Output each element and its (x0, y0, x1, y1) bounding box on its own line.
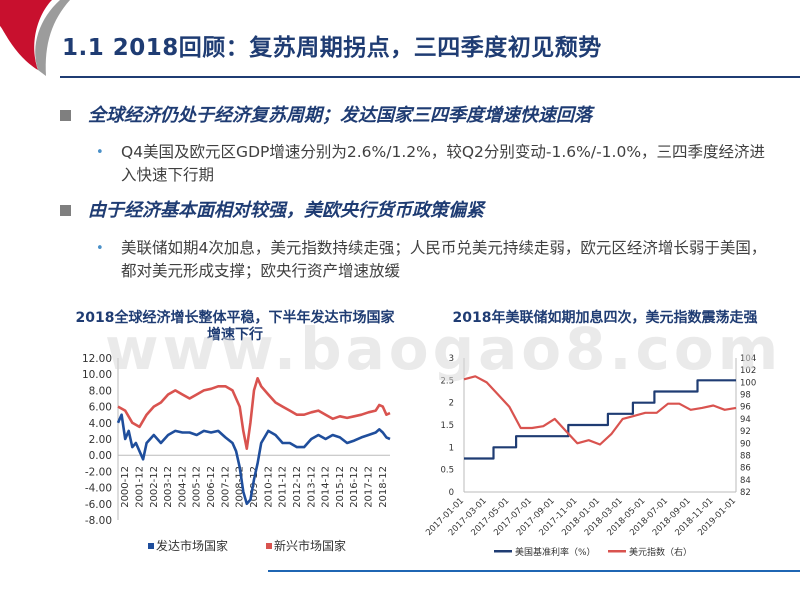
chart2-right-tick-label: 92 (740, 427, 751, 437)
chart2-left-tick-label: 0 (449, 488, 454, 498)
chart1-xtick-label: 2018-12 (378, 466, 389, 508)
chart2-right-tick-label: 100 (740, 378, 756, 388)
chart1-series-1 (116, 413, 391, 506)
chart2-right-tick-label: 94 (740, 415, 751, 425)
chart1-xtick-label: 2011-12 (278, 466, 289, 508)
chart1-xtick-label: 2007-12 (220, 466, 231, 508)
chart2-fed-rate-usd-index: 3 2.5 2 1.5 1 0.5 0 104 102 100 98 96 94 92 90 88 86 84 82… (424, 354, 756, 538)
chart1-xtick-label: 2015-12 (335, 466, 346, 508)
chart1-ytick-label: -6.00 (85, 499, 112, 511)
chart2-right-tick-label: 86 (740, 464, 751, 474)
sub-bullet-dot-2: • (96, 241, 104, 256)
chart2-series-2 (463, 375, 737, 446)
chart2-left-tick-label: 0.5 (440, 466, 454, 476)
chart2-right-tick-label: 104 (740, 354, 756, 364)
bullet-heading-2: 由于经济基本面相对较强，美欧央行货币政策偏紧 (88, 200, 484, 221)
chart2-legend-line-1 (494, 550, 512, 553)
bullet-detail-1: Q4美国及欧元区GDP增速分别为2.6%/1.2%，较Q2分别变动-1.6%/-… (121, 143, 766, 184)
chart1-xtick-label: 2013-12 (306, 466, 317, 508)
header-divider (60, 76, 800, 78)
bullet-square-1 (60, 110, 71, 121)
chart1-ytick-label: 2.00 (89, 434, 112, 446)
sub-bullet-dot-1: • (96, 145, 104, 160)
chart2-title: 2018年美联储如期加息四次，美元指数震荡走强 (452, 310, 758, 326)
chart2-series-1 (464, 379, 736, 460)
watermark-text: www.baogao8.com (105, 315, 783, 383)
chart1-xtick-label: 2012-12 (292, 466, 303, 508)
bullet-square-2 (60, 205, 71, 216)
chart1-ytick-label: 8.00 (89, 385, 112, 397)
chart1-series-2 (117, 376, 391, 450)
bullet-heading-1: 全球经济仍处于经济复苏周期；发达国家三四季度增速快速回落 (88, 105, 592, 126)
chart2-right-tick-label: 90 (740, 439, 751, 449)
chart1-xtick-label: 2016-12 (349, 466, 360, 508)
chart1-xtick-label: 2014-12 (321, 466, 332, 508)
chart1-xtick-label: 2003-12 (163, 466, 174, 508)
chart1-ytick-label: -4.00 (85, 483, 112, 495)
chart1-xtick-label: 2004-12 (177, 466, 188, 508)
chart1-xtick-label: 2001-12 (134, 466, 145, 508)
chart1-ytick-label: 12.00 (82, 353, 112, 365)
chart2-left-tick-label: 1 (449, 443, 454, 453)
footer-divider (268, 570, 800, 572)
chart2-legend-label-1: 美国基准利率（%） (515, 548, 596, 558)
slide-title: 1.1 2018回顾：复苏周期拐点，三四季度初见颓势 (62, 35, 602, 61)
chart2-right-tick-label: 84 (740, 476, 751, 486)
corner-decoration (0, 0, 70, 76)
chart1-xtick-label: 2008-12 (235, 466, 246, 508)
chart2-left-tick-label: 3 (449, 354, 454, 364)
bullet-detail-2: 美联储如期4次加息，美元指数持续走强；人民币兑美元持续走弱，欧元区经济增长弱于美… (121, 239, 767, 280)
chart1-ytick-label: 4.00 (89, 418, 112, 430)
chart2-right-tick-label: 98 (740, 391, 751, 401)
chart2-right-tick-label: 96 (740, 403, 751, 413)
chart1-legend-label-1: 发达市场国家 (156, 539, 229, 553)
chart2-legend-label-2: 美元指数（右） (629, 548, 693, 558)
chart1-xtick-label: 2009-12 (249, 466, 260, 508)
chart1-legend-marker-1 (148, 543, 154, 549)
chart2-left-tick-label: 1.5 (440, 421, 454, 431)
chart1-title: 2018全球经济增长整体平稳，下半年发达市场国家增速下行 (75, 310, 395, 343)
chart1-xtick-label: 2017-12 (364, 466, 375, 508)
chart1-ytick-label: -8.00 (85, 515, 112, 527)
chart1-ytick-label: -2.00 (85, 466, 112, 478)
chart2-right-tick-label: 88 (740, 451, 751, 461)
chart1-xtick-label: 2005-12 (192, 466, 203, 508)
chart1-xtick-label: 2000-12 (120, 466, 131, 508)
chart2-right-tick-label: 102 (740, 366, 756, 376)
chart1-xtick-label: 2006-12 (206, 466, 217, 508)
chart1-ytick-label: 10.00 (82, 369, 112, 381)
chart1-xtick-label: 2002-12 (149, 466, 160, 508)
chart1-xtick-label: 2010-12 (263, 466, 274, 508)
chart1-ytick-label: 0.00 (89, 450, 112, 462)
chart2-legend-line-2 (608, 550, 626, 553)
chart2-left-tick-label: 2.5 (440, 376, 454, 386)
chart2-left-tick-label: 2 (449, 399, 454, 409)
chart2-right-tick-label: 82 (740, 488, 751, 498)
chart1-legend-label-2: 新兴市场国家 (274, 539, 347, 553)
chart1-legend-marker-2 (266, 543, 272, 549)
chart1-gdp-growth: 12.00 10.00 8.00 6.00 4.00 2.00 0.00 -2.00 -4.00… (82, 353, 391, 527)
chart1-ytick-label: 6.00 (89, 402, 112, 414)
